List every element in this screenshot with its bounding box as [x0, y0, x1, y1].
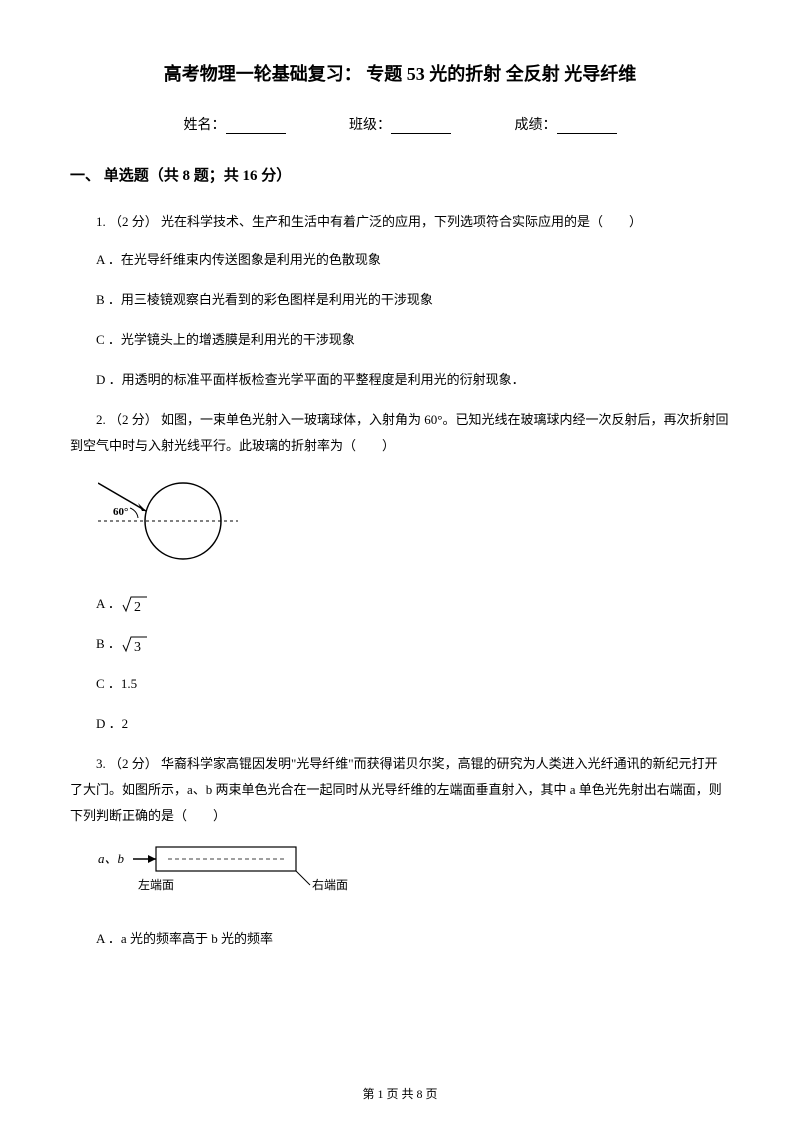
page-footer: 第 1 页 共 8 页 — [0, 1085, 800, 1102]
right-label: 右端面 — [312, 877, 348, 892]
page-title: 高考物理一轮基础复习： 专题 53 光的折射 全反射 光导纤维 — [70, 60, 730, 86]
angle-arc — [130, 508, 138, 518]
name-field: 姓名： — [184, 114, 286, 134]
q2-option-d: D ．2 — [70, 711, 730, 737]
q2-option-a: A ． 2 — [70, 591, 730, 617]
q2-stem: 2. （2 分） 如图，一束单色光射入一玻璃球体，入射角为 60°。已知光线在玻… — [70, 407, 730, 459]
right-pointer — [296, 871, 310, 885]
q2-a-prefix: A ． — [96, 596, 121, 611]
q3-diagram: a、b 右端面 左端面 — [98, 843, 730, 908]
q2-option-c: C ．1.5 — [70, 671, 730, 697]
info-row: 姓名： 班级： 成绩： — [70, 114, 730, 134]
glass-sphere-svg: 60° — [98, 473, 248, 568]
q3-option-a: A ．a 光的频率高于 b 光的频率 — [70, 926, 730, 952]
ab-label: a、b — [98, 851, 125, 866]
q1-option-c: C ．光学镜头上的增透膜是利用光的干涉现象 — [70, 327, 730, 353]
q1-option-a: A ．在光导纤维束内传送图象是利用光的色散现象 — [70, 247, 730, 273]
section-header: 一、 单选题（共 8 题；共 16 分） — [70, 164, 730, 185]
class-underline — [391, 118, 451, 134]
q3-stem: 3. （2 分） 华裔科学家高锟因发明"光导纤维"而获得诺贝尔奖，高锟的研究为人… — [70, 751, 730, 829]
class-label: 班级： — [349, 118, 391, 133]
score-field: 成绩： — [515, 114, 617, 134]
q2-diagram: 60° — [98, 473, 730, 573]
fiber-svg: a、b 右端面 左端面 — [98, 843, 358, 903]
left-label: 左端面 — [138, 877, 174, 892]
name-label: 姓名： — [184, 118, 226, 133]
sqrt3-svg: 3 — [121, 635, 149, 655]
input-arrow — [148, 855, 156, 863]
q2-option-b: B ． 3 — [70, 631, 730, 657]
class-field: 班级： — [349, 114, 451, 134]
q2-b-prefix: B ． — [96, 636, 121, 651]
name-underline — [226, 118, 286, 134]
svg-text:2: 2 — [134, 600, 141, 615]
score-label: 成绩： — [515, 118, 557, 133]
angle-label: 60° — [113, 506, 128, 518]
score-underline — [557, 118, 617, 134]
q1-option-b: B ．用三棱镜观察白光看到的彩色图样是利用光的干涉现象 — [70, 287, 730, 313]
q1-stem: 1. （2 分） 光在科学技术、生产和生活中有着广泛的应用，下列选项符合实际应用… — [70, 209, 730, 235]
q1-option-d: D ．用透明的标准平面样板检查光学平面的平整程度是利用光的衍射现象． — [70, 367, 730, 393]
sqrt2-svg: 2 — [121, 595, 149, 615]
svg-text:3: 3 — [134, 640, 141, 655]
